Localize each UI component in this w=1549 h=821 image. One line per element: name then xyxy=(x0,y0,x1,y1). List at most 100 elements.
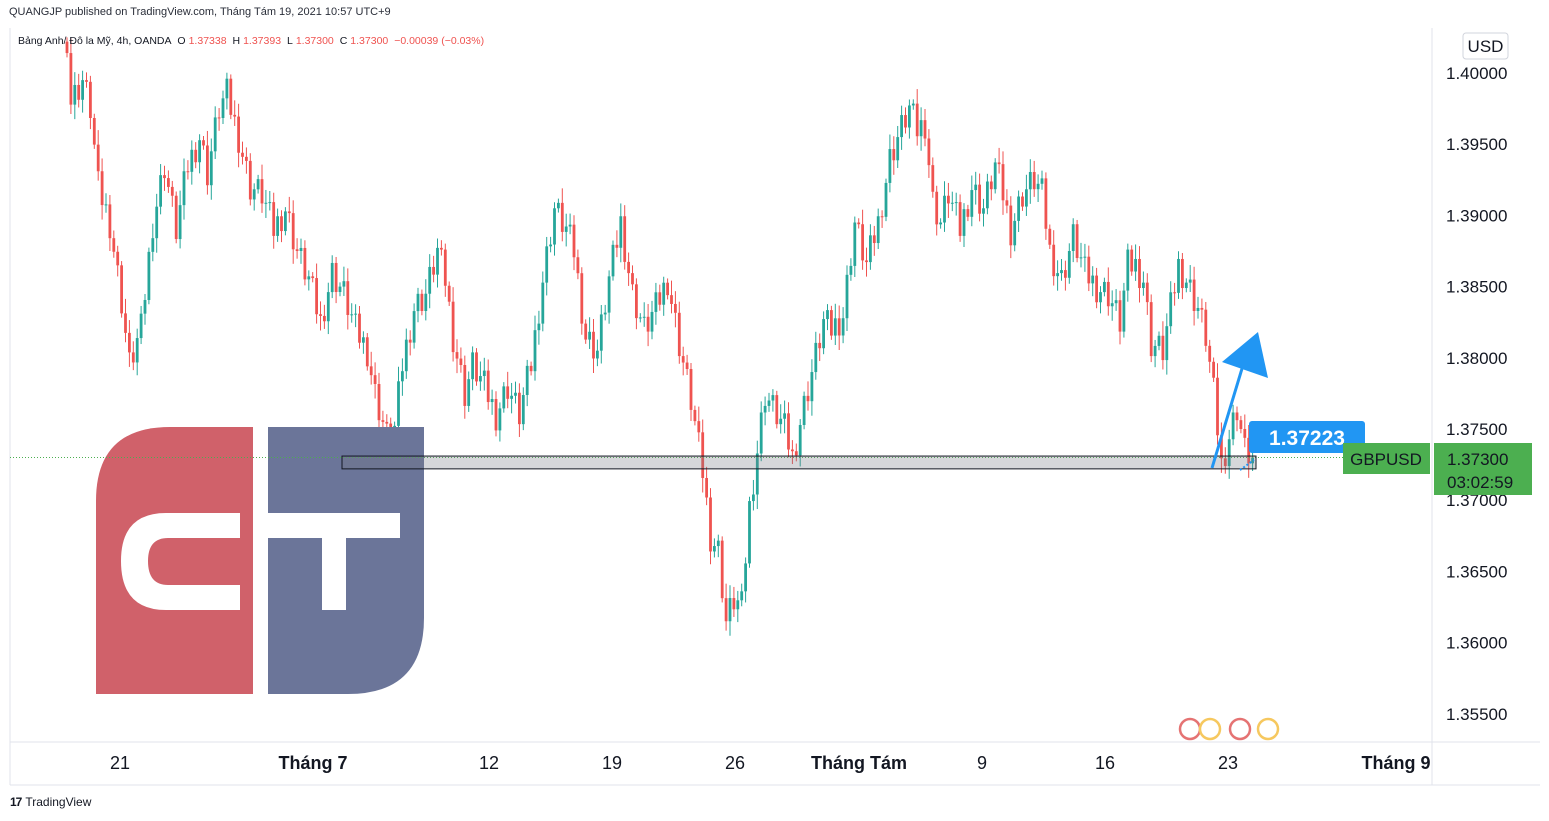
candle-body xyxy=(510,395,513,399)
projection-arrow-head xyxy=(1222,332,1268,378)
candle-body xyxy=(1017,196,1020,221)
candle xyxy=(135,328,139,376)
candle xyxy=(424,279,428,321)
candle xyxy=(401,358,404,396)
candle-body xyxy=(1052,244,1056,277)
candle-body xyxy=(1083,256,1087,258)
candle xyxy=(287,196,291,223)
candle xyxy=(143,294,147,325)
candle xyxy=(202,135,205,150)
candle-body xyxy=(771,395,775,401)
candle xyxy=(849,258,853,281)
candle xyxy=(521,387,525,431)
candle xyxy=(794,443,798,462)
footer[interactable]: 17 TradingView xyxy=(10,795,91,809)
candle-body xyxy=(560,202,564,232)
candle xyxy=(872,225,876,256)
candle-body xyxy=(592,331,595,359)
candle xyxy=(1110,290,1114,321)
candle-body xyxy=(178,205,182,240)
candle-body xyxy=(1021,196,1024,207)
candle-body xyxy=(989,181,993,190)
candle-body xyxy=(459,358,463,366)
economic-event-icon xyxy=(1256,717,1280,741)
candle xyxy=(861,209,864,270)
candle-body xyxy=(190,149,194,172)
candle-body xyxy=(642,316,646,318)
candle-body xyxy=(354,313,357,315)
candle xyxy=(927,129,931,178)
candle-body xyxy=(775,395,779,425)
candle-body xyxy=(787,413,790,450)
candle-body xyxy=(139,313,143,339)
candle xyxy=(494,391,498,437)
y-tick-label: 1.37500 xyxy=(1446,420,1507,439)
candle-body xyxy=(1087,256,1091,284)
candle xyxy=(697,406,701,442)
candle xyxy=(962,203,966,248)
candle-body xyxy=(280,216,283,232)
candle xyxy=(447,281,451,306)
candle-body xyxy=(1114,300,1118,304)
candle xyxy=(549,236,552,253)
candle-body xyxy=(1009,205,1013,246)
close-value: 1.37300 xyxy=(350,35,389,47)
x-tick-label: Tháng 7 xyxy=(278,753,347,773)
candle xyxy=(104,193,108,213)
high-label: H xyxy=(232,35,241,47)
candle-body xyxy=(147,251,151,300)
candle xyxy=(1130,245,1134,276)
logo-t-stem xyxy=(322,538,346,610)
candle xyxy=(365,333,369,371)
y-axis: 1.40000 1.39500 1.39000 1.38500 1.38000 1.375… xyxy=(1446,64,1507,724)
price-tag-value: 1.37300 xyxy=(1447,450,1508,469)
logo-t-bar xyxy=(268,513,400,538)
candle xyxy=(1181,252,1184,300)
candle xyxy=(623,205,627,270)
candle-body xyxy=(1099,292,1102,303)
candle-body xyxy=(584,323,588,340)
x-tick-label: Tháng Tám xyxy=(811,753,907,773)
candle xyxy=(592,318,595,373)
candle-body xyxy=(73,84,77,105)
candle-body xyxy=(822,319,825,349)
candle xyxy=(1134,244,1137,281)
candle-body xyxy=(748,501,751,564)
candle xyxy=(440,240,443,256)
open-value: 1.37338 xyxy=(188,35,227,47)
candle xyxy=(1040,170,1044,190)
candle-body xyxy=(759,412,763,454)
candle xyxy=(198,134,201,174)
candle-body xyxy=(443,249,447,286)
candle xyxy=(170,180,174,207)
candle-body xyxy=(362,337,365,343)
candle-body xyxy=(1122,290,1126,332)
candle-body xyxy=(1075,224,1079,259)
candle-body xyxy=(315,278,318,315)
candle-body xyxy=(241,152,244,157)
candle-body xyxy=(752,494,755,502)
logo-c-shape xyxy=(121,513,240,610)
candle xyxy=(814,331,818,380)
y-tick-label: 1.39500 xyxy=(1446,135,1507,154)
candle xyxy=(1099,286,1102,314)
candle-body xyxy=(369,366,373,376)
candle xyxy=(112,230,116,258)
candle xyxy=(486,359,490,410)
candle xyxy=(369,351,373,385)
candle xyxy=(931,157,935,198)
candle xyxy=(826,304,829,331)
candle-body xyxy=(65,41,69,54)
candle xyxy=(681,346,685,376)
candle xyxy=(732,586,736,617)
candle-body xyxy=(447,285,451,302)
candle-body xyxy=(295,249,299,251)
candle xyxy=(455,339,459,374)
candle xyxy=(603,304,607,321)
candle-body xyxy=(108,204,112,239)
candle xyxy=(986,173,989,215)
candle-body xyxy=(1036,183,1040,190)
candle xyxy=(1145,273,1149,315)
candle-body xyxy=(330,262,334,293)
